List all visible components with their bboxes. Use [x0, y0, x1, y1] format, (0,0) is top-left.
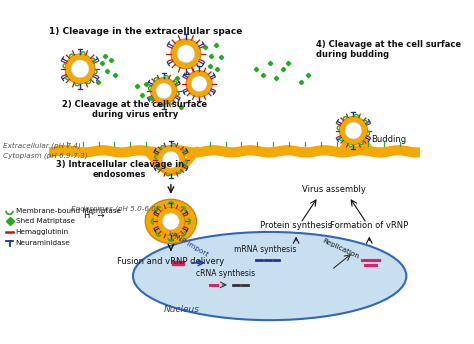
Text: 4) Cleavage at the cell surface
during budding: 4) Cleavage at the cell surface during b… — [316, 40, 462, 60]
Text: Shed Matriptase: Shed Matriptase — [16, 218, 75, 224]
Text: vRNP import: vRNP import — [166, 230, 209, 258]
Text: 2) Cleavage at the cell surface
during virus entry: 2) Cleavage at the cell surface during v… — [62, 100, 207, 119]
Text: Endosomes (pH 5.0-6.0): Endosomes (pH 5.0-6.0) — [71, 206, 159, 212]
Circle shape — [163, 151, 179, 168]
Circle shape — [191, 76, 207, 92]
Circle shape — [65, 54, 95, 84]
Text: Replication: Replication — [321, 238, 360, 260]
Circle shape — [171, 39, 201, 69]
Text: Neuraminidase: Neuraminidase — [16, 240, 71, 246]
Ellipse shape — [133, 232, 406, 320]
Ellipse shape — [146, 199, 196, 244]
Circle shape — [71, 60, 89, 78]
Circle shape — [157, 207, 185, 236]
Circle shape — [345, 122, 362, 139]
Text: 1) Cleavage in the extracellular space: 1) Cleavage in the extracellular space — [49, 28, 243, 36]
Circle shape — [177, 45, 195, 63]
Text: Virus assembly: Virus assembly — [302, 185, 366, 194]
Text: 3) Intracellular cleavage in
endosomes: 3) Intracellular cleavage in endosomes — [55, 160, 184, 179]
Text: mRNA synthesis: mRNA synthesis — [234, 245, 296, 254]
Circle shape — [151, 78, 177, 104]
Text: Nucleus: Nucleus — [164, 305, 200, 314]
Text: Budding: Budding — [371, 135, 406, 144]
Text: Protein synthesis: Protein synthesis — [260, 221, 332, 229]
Text: Extracellular (pH 7.4): Extracellular (pH 7.4) — [3, 142, 81, 149]
Text: Fusion and vRNP delivery: Fusion and vRNP delivery — [117, 257, 225, 266]
Circle shape — [156, 83, 172, 99]
Text: cRNA synthesis: cRNA synthesis — [196, 269, 255, 278]
Text: H⁺ →: H⁺ → — [84, 211, 105, 220]
Circle shape — [157, 146, 185, 174]
Circle shape — [186, 71, 212, 97]
Circle shape — [163, 213, 179, 230]
Text: Hemagglutinin: Hemagglutinin — [16, 229, 69, 235]
Text: Cytoplasm (pH 6.9-7.3): Cytoplasm (pH 6.9-7.3) — [3, 153, 88, 159]
Circle shape — [339, 117, 367, 145]
Text: Membrane-bound Matriptase: Membrane-bound Matriptase — [16, 208, 121, 214]
Text: Formation of vRNP: Formation of vRNP — [330, 221, 409, 229]
